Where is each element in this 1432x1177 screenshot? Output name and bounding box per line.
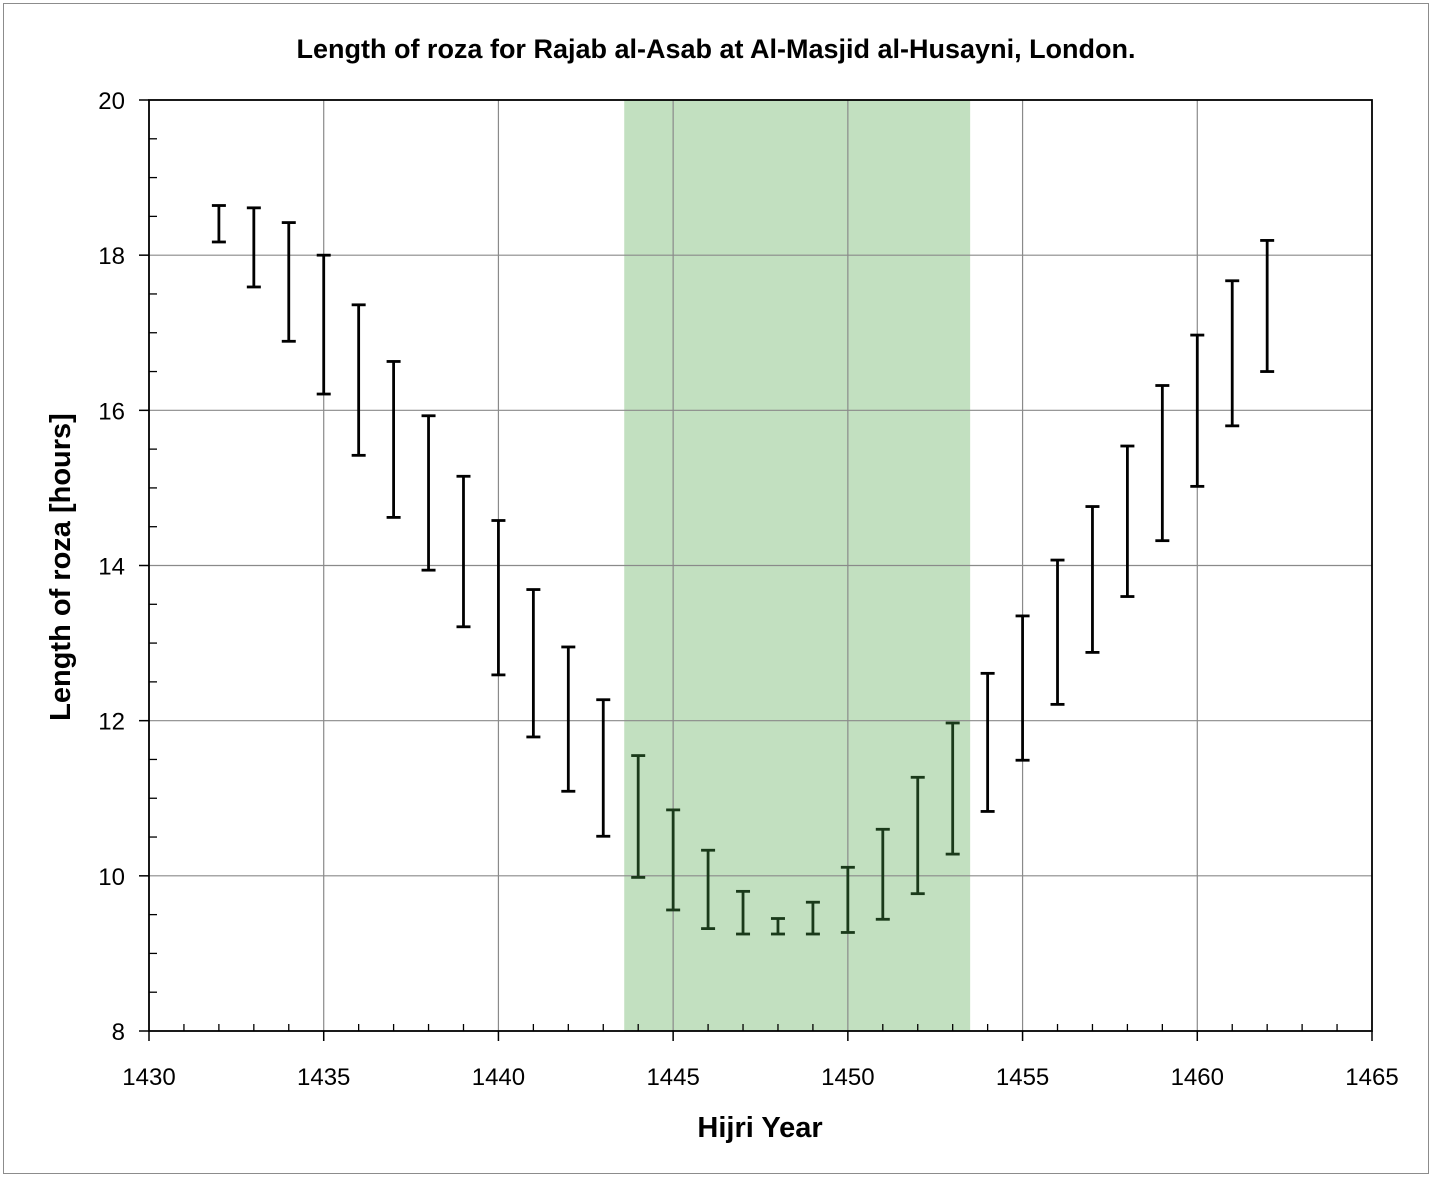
error-bar (456, 474, 471, 629)
y-tick-label: 14 (98, 554, 125, 581)
error-bar (840, 865, 855, 934)
error-bar (491, 519, 506, 677)
error-bar (736, 889, 751, 936)
error-bar (805, 900, 820, 936)
error-bars-layer (211, 204, 1275, 936)
y-tick-label: 20 (98, 88, 125, 115)
error-bar (211, 204, 226, 244)
error-bar (1085, 505, 1100, 654)
x-tick-label: 1450 (821, 1064, 874, 1091)
x-tick-label: 1435 (297, 1064, 350, 1091)
error-bar (875, 827, 890, 921)
error-bar (770, 917, 785, 936)
error-bar (316, 253, 331, 396)
error-bar (945, 721, 960, 856)
y-tick-label: 18 (98, 243, 125, 270)
error-bar (910, 775, 925, 896)
error-bar (386, 360, 401, 519)
error-bar (596, 698, 611, 838)
y-tick-label: 8 (112, 1019, 125, 1046)
error-bar (421, 414, 436, 572)
error-bar (1190, 333, 1205, 488)
chart-title: Length of roza for Rajab al-Asab at Al-M… (296, 34, 1135, 64)
x-tick-label: 1460 (1171, 1064, 1224, 1091)
x-tick-label: 1455 (996, 1064, 1049, 1091)
error-bar (701, 848, 716, 930)
error-bar (281, 221, 296, 343)
y-tick-label: 12 (98, 709, 125, 736)
error-bar (1015, 614, 1030, 762)
tick-labels-layer: 1430 1435 1440 1445 1450 1455 1460 1465 8 10 12 14 1… (98, 88, 1398, 1091)
y-tick-label: 10 (98, 864, 125, 891)
error-bar (1155, 384, 1170, 543)
error-bar (351, 303, 366, 457)
error-bar (1050, 558, 1065, 706)
y-axis-title: Length of roza [hours] (45, 413, 77, 721)
x-axis-title: Hijri Year (697, 1112, 822, 1144)
plot-area-border (148, 99, 1373, 1032)
x-tick-label: 1440 (472, 1064, 525, 1091)
error-bar (1225, 279, 1240, 428)
error-bar (631, 754, 646, 879)
y-tick-label: 16 (98, 398, 125, 425)
error-bar (1120, 444, 1135, 598)
error-bar (526, 588, 541, 739)
error-bar (1260, 239, 1275, 373)
error-bar (980, 671, 995, 813)
error-bar (246, 206, 261, 289)
error-bar (666, 808, 681, 912)
axis-layer (139, 99, 1373, 1041)
x-tick-label: 1430 (122, 1064, 175, 1091)
error-bar (561, 645, 576, 793)
x-tick-label: 1445 (646, 1064, 699, 1091)
x-tick-label: 1465 (1345, 1064, 1398, 1091)
